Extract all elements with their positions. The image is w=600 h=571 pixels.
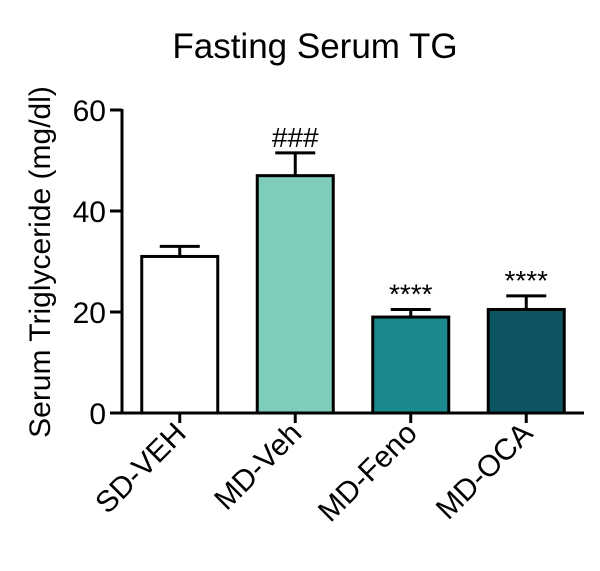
annotation: **** [389, 278, 433, 309]
bar [140, 254, 220, 415]
y-tick-label: 20 [73, 297, 106, 330]
x-tick-label: MD-Veh [208, 417, 308, 517]
x-tick-label: MD-Feno [312, 417, 424, 529]
bar [486, 307, 566, 415]
x-tick-label: MD-OCA [430, 417, 539, 526]
bar [371, 315, 451, 415]
annotation: ### [272, 122, 319, 153]
y-tick-label: 60 [73, 95, 106, 128]
bar [255, 174, 335, 415]
y-tick-label: 0 [89, 398, 106, 431]
annotation: **** [504, 265, 548, 296]
y-axis-label: Serum Triglyceride (mg/dl) [24, 86, 57, 438]
x-tick-label: SD-VEH [89, 417, 192, 520]
y-tick-label: 40 [73, 196, 106, 229]
chart-title: Fasting Serum TG [172, 27, 457, 66]
